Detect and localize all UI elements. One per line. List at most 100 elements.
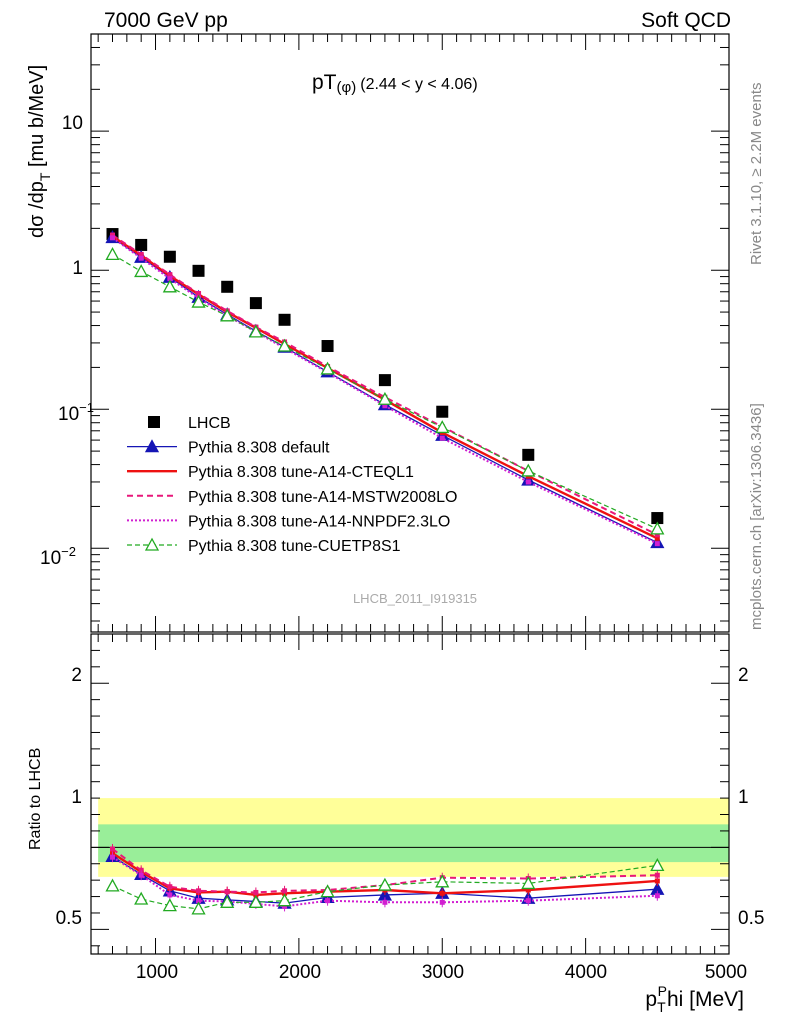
ratio-band-inner [98, 824, 729, 863]
marker-pythia-8-308-tune-cuetp8s1 [377, 391, 393, 405]
marker-pythia-8-308-tune-a14-mstw2008lo [654, 532, 660, 538]
main-title: pT(φ) (2.44 < y < 4.06) [312, 71, 478, 96]
ratio-y-tick-label-0.5: 0.5 [56, 908, 82, 929]
legend: LHCB Pythia 8.308 default Pythia 8.308 tun… [127, 415, 457, 555]
series-line-pythia-8-308-tune-a14-cteql1 [111, 235, 658, 540]
x-tick-label-3000: 3000 [422, 962, 464, 983]
data-point-lhcb [651, 512, 664, 525]
main-y-tick-label-1: 1 [72, 258, 83, 279]
ratio-y-tick-label-right-0.5: 0.5 [738, 908, 764, 929]
ratio-marker-pythia-8-308-tune-cuetp8s1 [435, 874, 450, 888]
data-point-lhcb [278, 313, 291, 326]
marker-pythia-8-308-tune-cuetp8s1 [320, 361, 335, 375]
ratio-marker-pythia-8-308-tune-cuetp8s1 [105, 878, 120, 892]
data-point-lhcb [163, 250, 176, 263]
x-axis-label: pTPhi [MeV] [645, 983, 744, 1015]
legend-label-lhcb: LHCB [188, 415, 231, 432]
ratio-marker-pythia-8-308-tune-cuetp8s1 [277, 893, 292, 907]
marker-pythia-8-308-tune-a14-nnpdf2-3lo [138, 255, 144, 261]
marker-pythia-8-308-tune-cuetp8s1 [277, 338, 292, 352]
ratio-marker-pythia-8-308-tune-cuetp8s1 [162, 898, 177, 912]
legend-label-pythia-8-308-tune-cuetp8s1: Pythia 8.308 tune-CUETP8S1 [188, 538, 401, 555]
ratio-ticks [91, 633, 730, 954]
series-line-pythia-8-308-tune-cuetp8s1 [112, 253, 658, 530]
ratio-marker-pythia-8-308-tune-a14-mstw2008lo [654, 872, 660, 878]
legend-marker-pythia-8-308-tune-cuetp8s1 [144, 537, 160, 551]
main-y-axis-label: dσ /dpT [mu b/MeV] [26, 65, 53, 238]
ratio-marker-pythia-8-308-tune-a14-nnpdf2-3lo [196, 898, 202, 904]
ratio-marker-pythia-8-308-tune-cuetp8s1 [320, 884, 335, 898]
rivet-label: Rivet 3.1.10, ≥ 2.2M events [748, 83, 765, 266]
data-point-lhcb [135, 238, 148, 251]
ratio-line-pythia-8-308-tune-cuetp8s1 [112, 864, 658, 910]
ratio-marker-pythia-8-308-tune-a14-mstw2008lo [253, 889, 259, 895]
ratio-marker-pythia-8-308-tune-cuetp8s1 [248, 894, 263, 908]
ratio-y-tick-label-right-1: 1 [738, 787, 749, 808]
ratio-line-pythia-8-308-tune-a14-cteql1 [111, 852, 658, 897]
ratio-marker-pythia-8-308-tune-cuetp8s1 [220, 894, 235, 908]
main-y-tick-label-10: 10 [62, 113, 83, 134]
ratio-line-pythia-8-308-default [112, 855, 658, 904]
data-point-lhcb [192, 264, 205, 277]
data-point-lhcb [436, 405, 449, 418]
ratio-marker-pythia-8-308-tune-a14-nnpdf2-3lo [382, 899, 388, 905]
marker-pythia-8-308-tune-cuetp8s1 [435, 420, 450, 434]
legend-marker-pythia-8-308-default [144, 439, 160, 453]
ratio-line-pythia-8-308-tune-a14-nnpdf2-3lo [111, 856, 658, 908]
ratio-marker-pythia-8-308-tune-a14-nnpdf2-3lo [439, 899, 445, 905]
ratio-y-axis-label: Ratio to LHCB [27, 748, 44, 850]
ratio-marker-pythia-8-308-tune-a14-nnpdf2-3lo [138, 872, 144, 878]
ratio-frame [90, 633, 730, 955]
x-tick-label-2000: 2000 [279, 962, 321, 983]
marker-pythia-8-308-tune-a14-nnpdf2-3lo [525, 479, 531, 485]
ratio-marker-pythia-8-308-tune-a14-nnpdf2-3lo [110, 854, 116, 860]
legend-label-pythia-8-308-tune-a14-cteql1: Pythia 8.308 tune-A14-CTEQL1 [188, 464, 414, 481]
header-right: Soft QCD [641, 9, 731, 32]
x-tick-label-5000: 5000 [705, 962, 747, 983]
marker-pythia-8-308-tune-cuetp8s1 [220, 308, 235, 322]
ratio-marker-pythia-8-308-tune-cuetp8s1 [377, 877, 393, 891]
mcplots-label: mcplots.cern.ch [arXiv:1306.3436] [748, 403, 765, 630]
ratio-panel: Ratio to LHCB 0.5 1 2 0.5 1 2 1000 2000 … [27, 633, 764, 1015]
ratio-marker-pythia-8-308-tune-a14-mstw2008lo [167, 884, 173, 890]
main-y-tick-label-1e-1: 10−1 [58, 400, 94, 425]
ratio-marker-pythia-8-308-tune-a14-nnpdf2-3lo [525, 898, 531, 904]
marker-pythia-8-308-tune-a14-cteql1 [654, 535, 660, 541]
ratio-marker-pythia-8-308-tune-a14-nnpdf2-3lo [325, 898, 331, 904]
ratio-y-tick-label-right-2: 2 [738, 665, 749, 686]
ratio-marker-pythia-8-308-tune-a14-cteql1 [525, 887, 531, 893]
ratio-y-tick-label-2: 2 [71, 665, 82, 686]
marker-pythia-8-308-tune-a14-nnpdf2-3lo [382, 403, 388, 409]
ratio-line-pythia-8-308-tune-a14-mstw2008lo [111, 848, 658, 894]
marker-pythia-8-308-tune-cuetp8s1 [162, 279, 177, 293]
ratio-marker-pythia-8-308-tune-a14-nnpdf2-3lo [282, 903, 288, 909]
ratio-marker-pythia-8-308-tune-cuetp8s1 [650, 858, 665, 872]
ratio-marker-pythia-8-308-tune-a14-mstw2008lo [110, 846, 116, 852]
data-point-lhcb [221, 280, 234, 293]
marker-pythia-8-308-tune-cuetp8s1 [650, 521, 665, 535]
marker-pythia-8-308-tune-a14-nnpdf2-3lo [439, 435, 445, 441]
ratio-marker-pythia-8-308-tune-a14-nnpdf2-3lo [654, 893, 660, 899]
header-left: 7000 GeV pp [104, 9, 228, 32]
ratio-marker-pythia-8-308-tune-cuetp8s1 [134, 891, 149, 905]
ratio-marker-pythia-8-308-tune-a14-cteql1 [654, 878, 660, 884]
x-tick-label-4000: 4000 [565, 962, 607, 983]
main-ticks [91, 33, 730, 632]
marker-pythia-8-308-tune-a14-mstw2008lo [167, 272, 173, 278]
marker-pythia-8-308-tune-a14-nnpdf2-3lo [110, 235, 116, 241]
legend-label-pythia-8-308-tune-a14-mstw2008lo: Pythia 8.308 tune-A14-MSTW2008LO [188, 489, 457, 506]
series-line-pythia-8-308-tune-a14-mstw2008lo [111, 234, 658, 536]
main-panel: pT(φ) (2.44 < y < 4.06) dσ /dpT [mu b/MeV… [26, 33, 730, 633]
ratio-bands [98, 798, 729, 877]
ratio-marker-pythia-8-308-tune-a14-mstw2008lo [196, 888, 202, 894]
marker-pythia-8-308-tune-cuetp8s1 [248, 324, 263, 338]
ratio-marker-pythia-8-308-tune-a14-mstw2008lo [282, 888, 288, 894]
marker-pythia-8-308-tune-a14-mstw2008lo [110, 232, 116, 238]
marker-pythia-8-308-tune-cuetp8s1 [134, 264, 149, 278]
ratio-marker-pythia-8-308-tune-cuetp8s1 [521, 876, 536, 890]
legend-label-pythia-8-308-default: Pythia 8.308 default [188, 440, 330, 457]
ratio-series [105, 843, 665, 915]
marker-pythia-8-308-tune-a14-nnpdf2-3lo [167, 276, 173, 282]
